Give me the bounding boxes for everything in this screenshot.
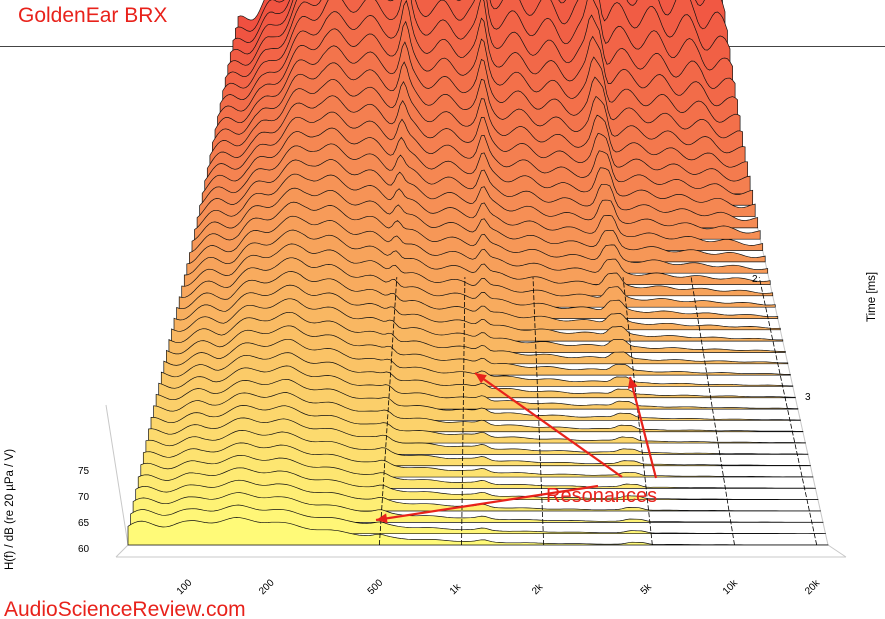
freq-gridline [690, 277, 735, 546]
annotation-arrow [375, 484, 599, 522]
freq-gridline [378, 277, 398, 546]
arrow-head [376, 513, 388, 524]
y-axis-label: H(f) / dB (re 20 µPa / V) [4, 448, 16, 570]
y-tick-label: 70 [78, 492, 90, 503]
y-tick-label: 75 [78, 466, 90, 477]
freq-gridline [461, 277, 466, 546]
x-tick-label: 10k [721, 577, 741, 597]
y-axis-edge [105, 404, 129, 546]
arrow-head [627, 377, 638, 389]
x-tick-label: 100 [175, 577, 195, 597]
x-tick-label: 1k [448, 581, 464, 597]
x-tick-label: 200 [257, 577, 277, 597]
time-axis-label: Time [ms] [866, 271, 878, 322]
decay-slice [127, 517, 829, 546]
time-tick-label: 3 [805, 392, 811, 403]
x-tick-label: 2k [530, 581, 546, 597]
floor-edge-left [115, 544, 129, 558]
brand-title: GoldenEar BRX [18, 4, 168, 27]
y-tick-label: 60 [78, 544, 90, 555]
decay-slice [132, 492, 824, 523]
y-tick-label: 65 [78, 518, 90, 529]
annotation-arrow [474, 372, 623, 478]
x-tick-label: 5k [639, 581, 655, 597]
time-tick-label: 2 [752, 274, 758, 285]
floor-edge-right [827, 544, 847, 558]
decay-slice [130, 504, 826, 535]
watermark: AudioScienceReview.com [4, 598, 246, 619]
freq-gridline [532, 277, 545, 546]
freq-gridline [758, 277, 818, 546]
annotation-label: Resonances [546, 485, 657, 507]
arrow-head [475, 373, 487, 384]
annotation-arrow [628, 376, 658, 479]
x-tick-label: 20k [803, 577, 823, 597]
x-tick-label: 500 [366, 577, 386, 597]
